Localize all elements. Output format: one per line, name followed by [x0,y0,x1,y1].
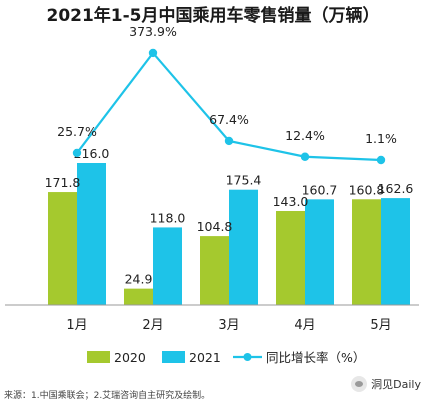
bar-label-2020: 104.8 [197,219,233,234]
bar-label-2021: 175.4 [226,173,262,188]
bar-2021 [305,199,334,305]
bar-label-2020: 24.9 [125,272,153,287]
growth-point [72,148,82,158]
legend-marker-growth [243,353,252,361]
category-label: 1月 [66,318,87,333]
growth-point [148,48,158,58]
bar-2021 [153,227,182,305]
bar-2020 [48,192,77,305]
bar-label-2020: 171.8 [45,175,81,190]
watermark: 洞见Daily [351,376,421,392]
bar-2020 [124,288,153,305]
growth-point [224,136,234,146]
category-labels-group: 1月 2月 3月 4月 5月 [66,318,391,333]
category-label: 2月 [142,318,163,333]
legend-swatch-2021 [162,351,185,363]
bar-label-2021: 162.6 [378,181,414,196]
category-label: 3月 [218,318,239,333]
source-note: 来源：1.中国乘联会；2.艾瑞咨询自主研究及绘制。 [4,391,211,401]
bar-2021 [381,198,410,305]
legend-label-growth: 同比增长率（%） [266,350,365,365]
bar-label-2021: 118.0 [150,210,186,225]
legend-swatch-2020 [87,351,110,363]
chart-title: 2021年1-5月中国乘用车零售销量（万辆） [46,5,379,26]
growth-label: 67.4% [209,112,249,127]
legend: 2020 2021 同比增长率（%） [87,350,365,365]
bar-2020 [200,236,229,305]
bar-2021 [229,189,258,305]
growth-line-group: 25.7% 373.9% 67.4% 12.4% 1.1% [57,24,397,165]
growth-label: 12.4% [285,128,325,143]
legend-label-2020: 2020 [114,350,146,365]
bar-label-2021: 216.0 [74,146,110,161]
category-label: 4月 [294,318,315,333]
legend-label-2021: 2021 [189,350,221,365]
bar-2020 [352,199,381,305]
category-label: 5月 [370,318,391,333]
bar-label-2020: 143.0 [273,194,309,209]
growth-label: 25.7% [57,124,97,139]
growth-point [376,155,386,165]
bar-2020 [276,210,305,305]
wechat-icon [351,376,368,392]
bar-label-2020: 160.8 [349,182,385,197]
growth-label: 1.1% [365,131,397,146]
bars-group [48,163,410,305]
bar-2021 [77,163,106,305]
growth-point [300,152,310,161]
bar-label-2021: 160.7 [302,182,338,197]
watermark-text: 洞见Daily [371,378,421,391]
growth-label: 373.9% [129,24,177,39]
